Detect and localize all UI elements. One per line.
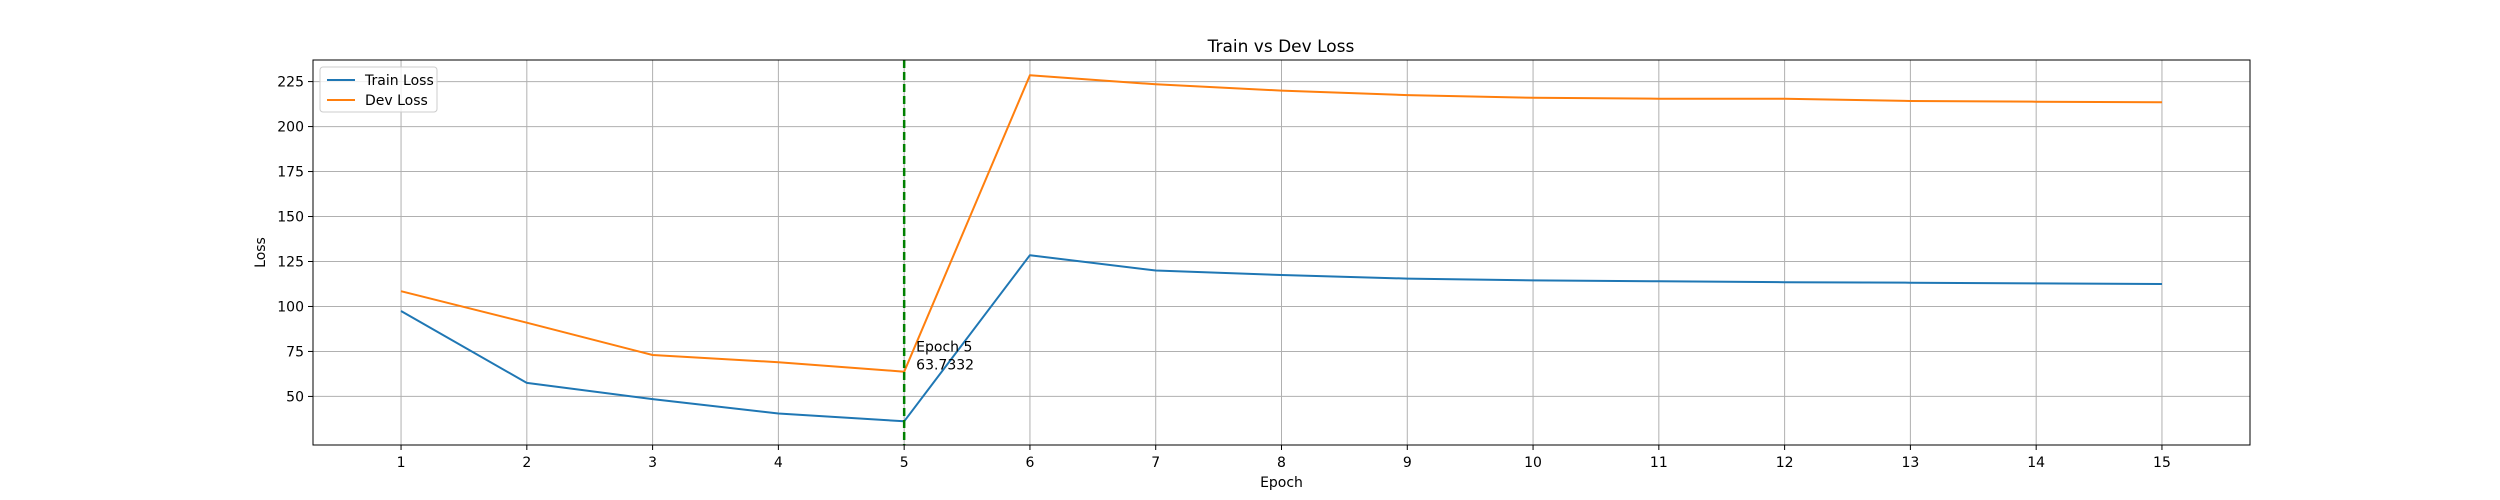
- y-tick-label: 200: [277, 120, 304, 136]
- y-axis-title: Loss: [253, 237, 269, 268]
- x-tick-label: 11: [1650, 455, 1668, 471]
- x-tick-label: 5: [900, 455, 909, 471]
- x-tick-label: 8: [1277, 455, 1286, 471]
- series-line-train-loss: [400, 254, 2163, 423]
- x-tick-label: 1: [397, 455, 406, 471]
- y-tick-label: 100: [277, 299, 304, 315]
- x-axis-title: Epoch: [1260, 475, 1303, 491]
- y-tick-label: 225: [277, 75, 304, 91]
- series-line-dev-loss: [400, 74, 2163, 373]
- x-tick-label: 7: [1151, 455, 1160, 471]
- legend-label-train-loss: Train Loss: [364, 73, 434, 89]
- grid: [313, 60, 2250, 445]
- x-tick-label: 6: [1025, 455, 1034, 471]
- x-tick-label: 10: [1524, 455, 1542, 471]
- annotation-value: 63.7332: [916, 358, 974, 374]
- x-axis-ticks: 1 2 3 4 5 6 7 8 9 10 11 12 13 14 15: [397, 445, 2171, 471]
- y-axis-ticks: 50 75 100 125 150 175 200 225: [277, 75, 313, 405]
- annotation-epoch: Epoch 5: [916, 340, 972, 356]
- x-tick-label: 15: [2153, 455, 2171, 471]
- x-tick-label: 3: [648, 455, 657, 471]
- y-tick-label: 75: [286, 344, 304, 360]
- x-tick-label: 4: [774, 455, 783, 471]
- y-tick-label: 125: [277, 254, 304, 270]
- x-tick-label: 13: [1901, 455, 1919, 471]
- y-tick-label: 175: [277, 165, 304, 181]
- x-tick-label: 12: [1776, 455, 1794, 471]
- series-layer: [400, 74, 2163, 423]
- chart-title: Train vs Dev Loss: [1207, 37, 1355, 57]
- legend: Train Loss Dev Loss: [319, 66, 438, 113]
- y-tick-label: 50: [286, 389, 304, 405]
- x-tick-label: 9: [1403, 455, 1412, 471]
- x-tick-label: 2: [522, 455, 531, 471]
- x-tick-label: 14: [2027, 455, 2045, 471]
- legend-label-dev-loss: Dev Loss: [365, 93, 428, 109]
- y-tick-label: 150: [277, 210, 304, 226]
